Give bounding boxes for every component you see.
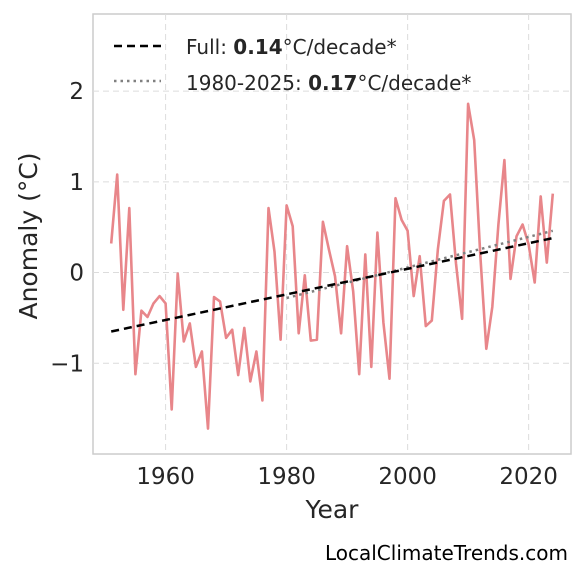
x-tick-label: 1980: [257, 464, 316, 490]
source-credit: LocalClimateTrends.com: [325, 541, 568, 565]
y-tick-label: 1: [69, 170, 84, 196]
legend-full-prefix: Full:: [186, 35, 233, 59]
x-tick-label: 2020: [499, 464, 558, 490]
series-layer: [109, 102, 555, 430]
legend-label-full: Full: 0.14°C/decade*: [186, 35, 397, 59]
x-tick-label: 2000: [378, 464, 437, 490]
y-tick-label: 0: [69, 261, 84, 287]
legend-recent-prefix: 1980-2025:: [186, 71, 308, 95]
x-tick-label: 1960: [136, 464, 195, 490]
y-tick-label: 2: [69, 79, 84, 105]
trend-line-full: [110, 236, 554, 333]
legend-full-value: 0.14: [233, 35, 282, 59]
legend-label-recent: 1980-2025: 0.17°C/decade*: [186, 71, 471, 95]
legend-full-suffix: °C/decade*: [283, 35, 397, 59]
legend-recent-value: 0.17: [308, 71, 357, 95]
legend-recent-suffix: °C/decade*: [357, 71, 471, 95]
x-axis-label: Year: [305, 495, 360, 524]
ticks-layer: 1960 1980 2000 2020 −1 0 1 2: [50, 79, 558, 490]
trend-line-recent: [286, 229, 554, 300]
anomaly-series-line: [109, 102, 555, 430]
legend: Full: 0.14°C/decade* 1980-2025: 0.17°C/d…: [114, 35, 471, 95]
y-tick-label: −1: [50, 351, 84, 377]
y-axis-label: Anomaly (°C): [14, 152, 43, 319]
